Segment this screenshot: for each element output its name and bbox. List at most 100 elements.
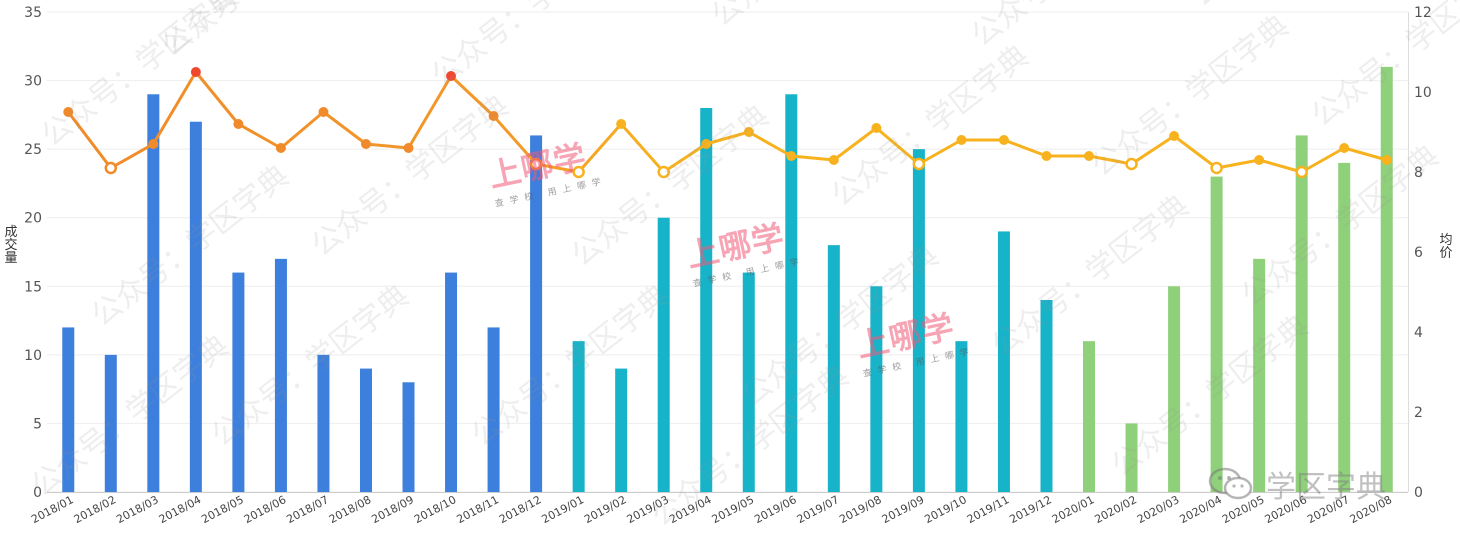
line-series bbox=[63, 67, 1392, 179]
x-tick-label: 2019/11 bbox=[965, 493, 1011, 526]
line-point bbox=[233, 119, 244, 129]
x-tick-label: 2018/03 bbox=[114, 493, 160, 526]
line-point bbox=[1169, 131, 1180, 141]
left-axis-title: 成交量 bbox=[4, 225, 17, 266]
left-tick-label: 10 bbox=[24, 348, 42, 364]
line-point bbox=[871, 123, 882, 133]
bar bbox=[530, 135, 543, 492]
line-point bbox=[828, 155, 839, 165]
x-tick-label: 2018/08 bbox=[327, 493, 373, 526]
x-tick-label: 2020/05 bbox=[1220, 493, 1266, 526]
line-point bbox=[701, 139, 712, 149]
bar bbox=[62, 327, 75, 492]
axes: 05101520253035024681012成交量均价2018/012018/… bbox=[4, 5, 1452, 526]
x-tick-label: 2018/02 bbox=[72, 493, 118, 526]
line-point bbox=[104, 161, 118, 175]
left-tick-label: 25 bbox=[24, 142, 42, 158]
bar bbox=[912, 149, 925, 492]
bar bbox=[955, 341, 968, 492]
left-tick-label: 15 bbox=[24, 279, 42, 295]
x-tick-label: 2019/07 bbox=[795, 493, 841, 526]
line-point bbox=[63, 107, 74, 117]
left-axis-title-char: 量 bbox=[4, 251, 17, 266]
bar bbox=[1338, 162, 1351, 492]
x-tick-label: 2019/05 bbox=[710, 493, 756, 526]
line-point bbox=[488, 111, 499, 121]
grid bbox=[47, 11, 1408, 493]
bar bbox=[232, 272, 245, 492]
right-tick-label: 0 bbox=[1414, 485, 1423, 501]
x-tick-label: 2020/07 bbox=[1305, 493, 1351, 526]
left-tick-label: 20 bbox=[24, 211, 42, 227]
bar bbox=[189, 121, 202, 492]
right-tick-label: 6 bbox=[1414, 245, 1423, 261]
x-tick-label: 2019/01 bbox=[540, 493, 586, 526]
line-point bbox=[743, 127, 754, 137]
line-point bbox=[1295, 165, 1308, 179]
x-tick-label: 2020/03 bbox=[1135, 493, 1181, 526]
line-point bbox=[912, 157, 926, 171]
x-tick-label: 2019/06 bbox=[752, 493, 798, 526]
bar bbox=[487, 327, 500, 492]
bar bbox=[317, 354, 330, 492]
bar bbox=[997, 231, 1010, 492]
bar bbox=[402, 382, 415, 492]
line-point bbox=[360, 139, 371, 149]
bar bbox=[104, 354, 117, 492]
x-tick-label: 2018/12 bbox=[497, 493, 543, 526]
x-tick-label: 2018/10 bbox=[412, 493, 458, 526]
line-point bbox=[275, 143, 286, 153]
right-tick-label: 2 bbox=[1414, 405, 1423, 421]
x-tick-label: 2020/01 bbox=[1050, 493, 1096, 526]
bar bbox=[1253, 258, 1266, 492]
x-tick-label: 2018/06 bbox=[242, 493, 288, 526]
line-point bbox=[403, 143, 414, 153]
x-tick-label: 2019/12 bbox=[1007, 493, 1053, 526]
x-tick-label: 2020/06 bbox=[1263, 493, 1309, 526]
bar bbox=[742, 272, 755, 492]
x-tick-label: 2019/03 bbox=[625, 493, 671, 526]
line-point bbox=[1084, 151, 1095, 161]
bar bbox=[870, 286, 883, 492]
left-axis-title-char: 交 bbox=[4, 237, 17, 253]
left-tick-label: 35 bbox=[24, 5, 42, 21]
left-axis-title-char: 成 bbox=[4, 225, 17, 240]
right-axis-title-char: 均 bbox=[1439, 233, 1452, 248]
bar bbox=[615, 368, 628, 492]
line-point bbox=[318, 107, 329, 117]
line-point bbox=[616, 119, 627, 129]
line-point bbox=[998, 135, 1009, 145]
x-tick-label: 2020/08 bbox=[1348, 493, 1394, 526]
bar bbox=[827, 245, 840, 492]
x-tick-label: 2018/07 bbox=[284, 493, 330, 526]
line-point bbox=[786, 151, 797, 161]
x-tick-label: 2019/10 bbox=[922, 493, 968, 526]
bar bbox=[572, 341, 585, 492]
line-point bbox=[956, 135, 967, 145]
right-axis-title: 均价 bbox=[1439, 233, 1452, 261]
bar-series bbox=[62, 66, 1393, 493]
x-tick-label: 2018/09 bbox=[369, 493, 415, 526]
bar bbox=[700, 108, 713, 492]
x-tick-label: 2018/05 bbox=[199, 493, 245, 526]
left-tick-label: 5 bbox=[33, 416, 42, 432]
bar bbox=[147, 94, 160, 493]
x-tick-label: 2019/09 bbox=[880, 493, 926, 526]
line-point bbox=[1125, 157, 1138, 171]
bar bbox=[1380, 66, 1393, 492]
line-point bbox=[572, 165, 585, 179]
right-tick-label: 8 bbox=[1414, 165, 1423, 181]
bar bbox=[1083, 341, 1096, 492]
bar bbox=[1210, 176, 1223, 493]
bar bbox=[1040, 300, 1053, 492]
line-path bbox=[67, 70, 1388, 174]
x-tick-label: 2018/11 bbox=[455, 493, 501, 526]
line-point bbox=[190, 67, 201, 77]
x-tick-label: 2019/02 bbox=[582, 493, 628, 526]
line-point bbox=[1254, 155, 1265, 165]
x-tick-label: 2020/02 bbox=[1092, 493, 1138, 526]
line-point bbox=[1210, 161, 1223, 175]
bar bbox=[445, 272, 458, 492]
